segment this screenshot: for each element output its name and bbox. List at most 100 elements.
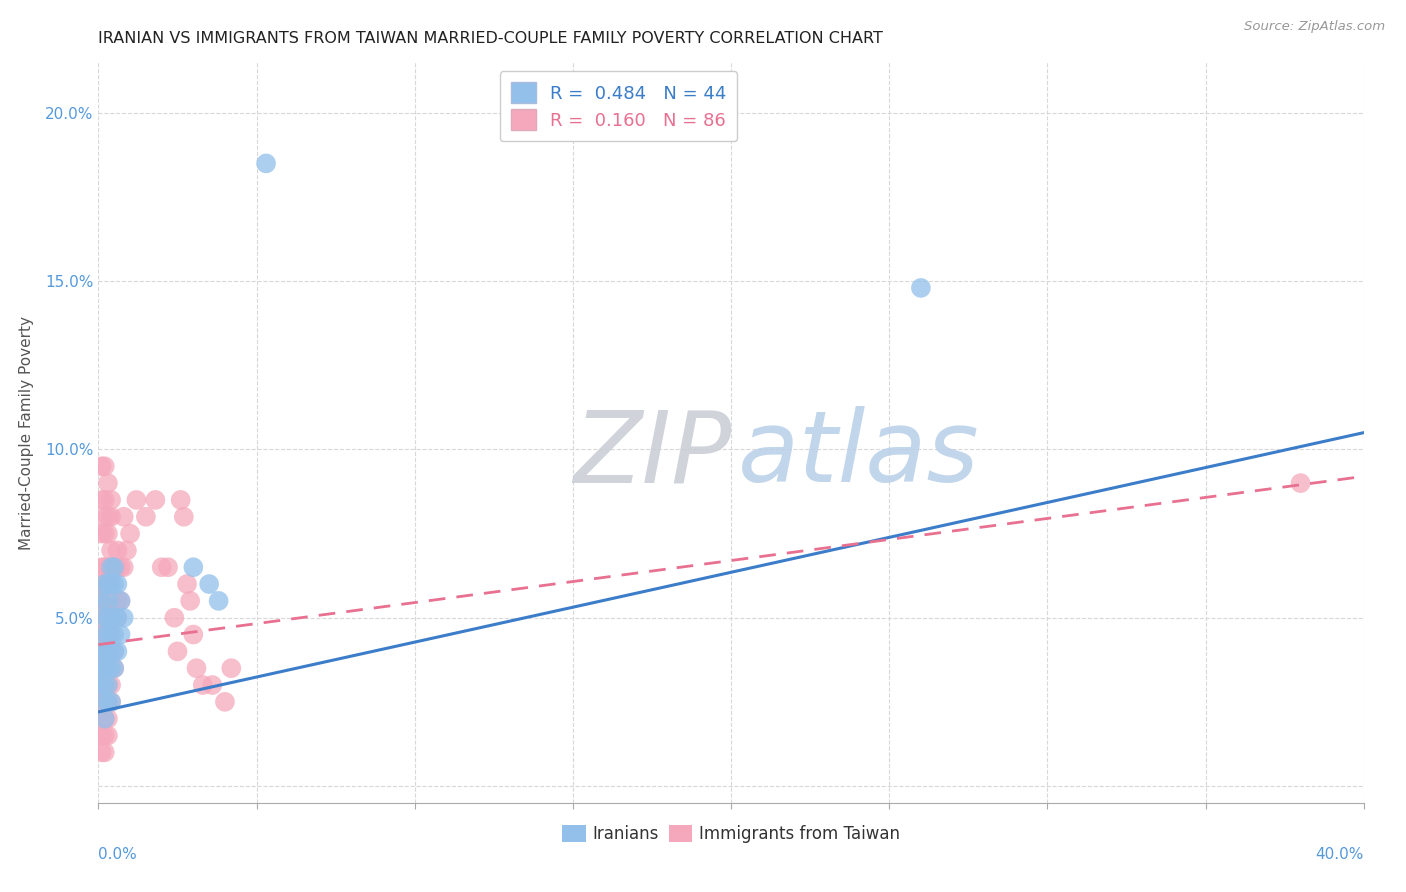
Point <box>97 594 120 608</box>
Point <box>90 459 112 474</box>
Point <box>103 610 125 624</box>
Point <box>97 678 120 692</box>
Point <box>93 644 117 658</box>
Point <box>97 644 120 658</box>
Point <box>183 627 205 641</box>
Point <box>100 509 122 524</box>
Point <box>176 577 198 591</box>
Point <box>93 644 117 658</box>
Point <box>135 509 157 524</box>
Point <box>90 560 112 574</box>
Point <box>93 560 117 574</box>
Point <box>107 610 129 624</box>
Point <box>100 594 122 608</box>
Point <box>97 594 120 608</box>
Point <box>90 644 112 658</box>
Point <box>97 627 120 641</box>
Point <box>214 695 236 709</box>
Point <box>1289 476 1312 491</box>
Point <box>107 594 129 608</box>
Point <box>103 661 125 675</box>
Point <box>97 627 120 641</box>
Point <box>166 644 188 658</box>
Point <box>90 712 112 726</box>
Point <box>110 627 132 641</box>
Point <box>93 627 117 641</box>
Point <box>100 560 122 574</box>
Point <box>97 644 120 658</box>
Point <box>90 627 112 641</box>
Point <box>90 678 112 692</box>
Point <box>100 543 122 558</box>
Point <box>97 661 120 675</box>
Point <box>97 526 120 541</box>
Point <box>208 594 231 608</box>
Point <box>179 594 201 608</box>
Point <box>97 729 120 743</box>
Point <box>93 577 117 591</box>
Point <box>100 644 122 658</box>
Point <box>198 577 221 591</box>
Point <box>97 610 120 624</box>
Point <box>93 745 117 759</box>
Point <box>100 678 122 692</box>
Point <box>90 644 112 658</box>
Point <box>93 695 117 709</box>
Point <box>90 610 112 624</box>
Point <box>93 577 117 591</box>
Point <box>150 560 173 574</box>
Point <box>93 729 117 743</box>
Point <box>201 678 224 692</box>
Point <box>125 492 148 507</box>
Point <box>910 281 932 295</box>
Point <box>173 509 195 524</box>
Point <box>93 526 117 541</box>
Point <box>103 560 125 574</box>
Point <box>191 678 214 692</box>
Point <box>110 560 132 574</box>
Point <box>107 577 129 591</box>
Point <box>145 492 166 507</box>
Point <box>100 627 122 641</box>
Point <box>103 644 125 658</box>
Point <box>100 644 122 658</box>
Point <box>90 695 112 709</box>
Point <box>103 627 125 641</box>
Point <box>157 560 180 574</box>
Point <box>97 678 120 692</box>
Point <box>97 661 120 675</box>
Point <box>103 577 125 591</box>
Point <box>97 712 120 726</box>
Point <box>93 627 117 641</box>
Point <box>90 678 112 692</box>
Point <box>90 526 112 541</box>
Point <box>90 729 112 743</box>
Point <box>93 594 117 608</box>
Point <box>93 492 117 507</box>
Point <box>112 610 135 624</box>
Point <box>93 661 117 675</box>
Text: atlas: atlas <box>737 407 979 503</box>
Y-axis label: Married-Couple Family Poverty: Married-Couple Family Poverty <box>20 316 34 549</box>
Point <box>219 661 243 675</box>
Point <box>103 661 125 675</box>
Point <box>100 577 122 591</box>
Point <box>186 661 208 675</box>
Point <box>110 594 132 608</box>
Point <box>103 610 125 624</box>
Point <box>93 712 117 726</box>
Text: IRANIAN VS IMMIGRANTS FROM TAIWAN MARRIED-COUPLE FAMILY POVERTY CORRELATION CHAR: IRANIAN VS IMMIGRANTS FROM TAIWAN MARRIE… <box>98 31 883 46</box>
Point <box>90 492 112 507</box>
Point <box>112 560 135 574</box>
Text: 40.0%: 40.0% <box>1316 847 1364 862</box>
Point <box>93 661 117 675</box>
Point <box>100 627 122 641</box>
Point <box>100 695 122 709</box>
Point <box>93 509 117 524</box>
Point <box>97 577 120 591</box>
Point <box>93 678 117 692</box>
Point <box>93 459 117 474</box>
Point <box>100 560 122 574</box>
Point <box>110 594 132 608</box>
Point <box>90 577 112 591</box>
